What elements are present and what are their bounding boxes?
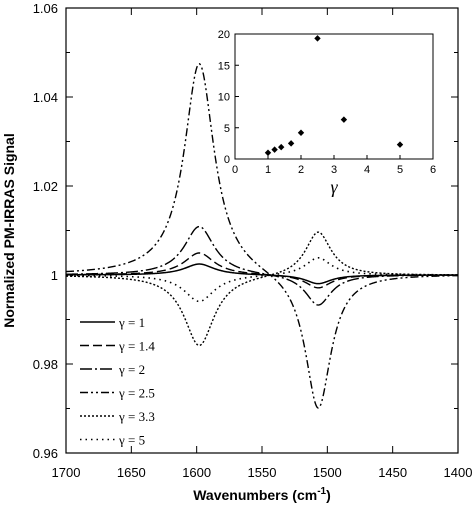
- y-tick-label: 0.98: [33, 357, 58, 372]
- inset-data-point-1: [264, 149, 272, 156]
- legend-label-5: γ = 3.3: [118, 409, 155, 424]
- y-tick-label: 1.02: [33, 179, 58, 194]
- inset-data-point-4: [287, 140, 295, 147]
- x-tick-label: 1400: [444, 465, 473, 480]
- legend-label-4: γ = 2.5: [118, 386, 155, 401]
- y-tick-label: 1.04: [33, 90, 58, 105]
- inset-x-tick-label: 2: [298, 164, 304, 176]
- x-tick-label: 1550: [248, 465, 277, 480]
- inset-y-tick-label: 20: [218, 29, 230, 41]
- inset-x-tick-label: 4: [364, 164, 370, 176]
- inset-x-tick-label: 6: [430, 164, 436, 176]
- x-tick-label: 1700: [52, 465, 81, 480]
- x-tick-label: 1450: [378, 465, 407, 480]
- inset-y-tick-label: 10: [218, 92, 230, 104]
- inset-x-tick-label: 0: [232, 164, 238, 176]
- legend-label-6: γ = 5: [118, 433, 145, 448]
- inset-data-point-6: [314, 35, 321, 42]
- legend-label-1: γ = 1: [118, 315, 145, 330]
- series-line-2: [66, 252, 458, 289]
- inset-plot: 0 5 10 15 20 0 1 2 3 4 5 6 γ: [218, 29, 436, 197]
- inset-data-point-5: [297, 129, 305, 136]
- x-tick-label: 1650: [117, 465, 146, 480]
- legend-label-2: γ = 1.4: [118, 339, 155, 354]
- series-line-6: [66, 257, 458, 303]
- x-tick-label: 1500: [313, 465, 342, 480]
- inset-y-tick-label: 15: [218, 60, 230, 72]
- inset-x-tick-label: 3: [331, 164, 337, 176]
- inset-frame: [234, 33, 434, 160]
- inset-data-point-8: [396, 141, 404, 148]
- inset-data-point-2: [271, 146, 278, 153]
- inset-y-tick-label: 5: [224, 123, 230, 135]
- inset-data-point-3: [278, 143, 285, 151]
- x-axis-title: Wavenumbers (cm-1): [193, 486, 331, 503]
- y-tick-label: 1.06: [33, 1, 58, 16]
- x-tick-label: 1600: [182, 465, 211, 480]
- series-line-4: [65, 63, 459, 409]
- inset-x-axis-title: γ: [330, 177, 338, 197]
- series-line-3: [66, 225, 459, 306]
- inset-y-tick-label: 0: [224, 154, 230, 166]
- inset-data-point-7: [340, 116, 348, 123]
- y-tick-label: 0.96: [33, 446, 58, 461]
- inset-x-tick-label: 1: [265, 164, 271, 176]
- y-tick-label: 1: [51, 268, 58, 283]
- legend-label-3: γ = 2: [118, 362, 145, 377]
- y-axis-title: Normalized PM-IRRAS Signal: [1, 133, 17, 327]
- inset-x-tick-label: 5: [397, 164, 403, 176]
